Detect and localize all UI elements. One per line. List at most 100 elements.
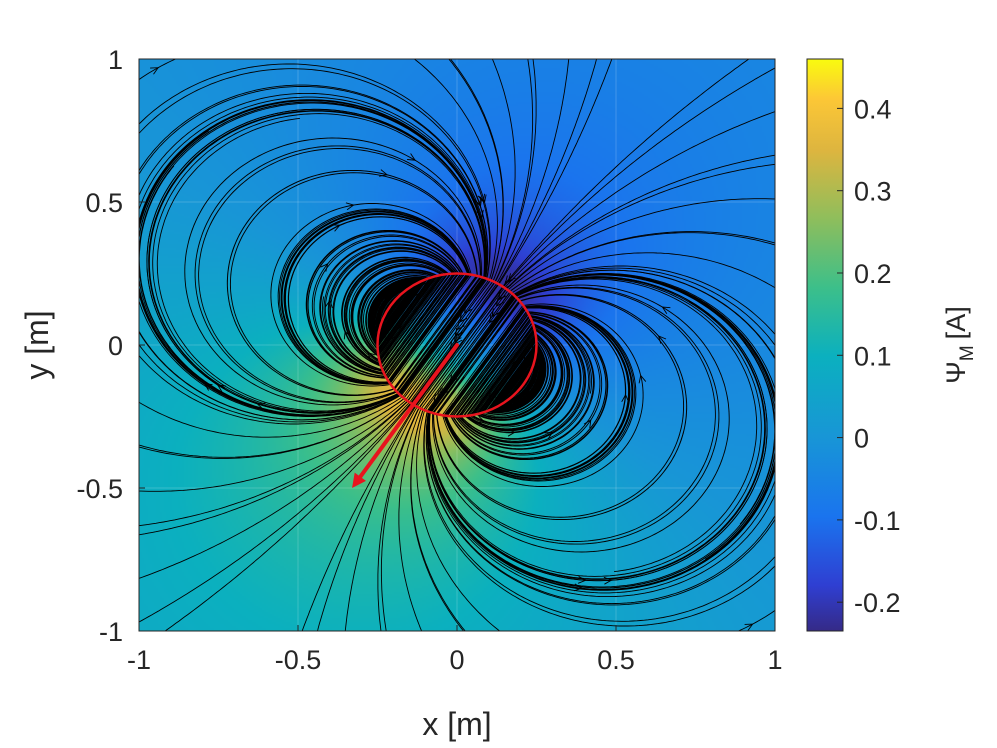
- streamline-16: [164, 59, 613, 631]
- arrow-shaft: [358, 343, 459, 479]
- x-axis-ticks: -1 -0.5 0 0.5 1: [127, 625, 783, 675]
- streamline-42: [139, 59, 504, 459]
- colorbar-tick-label-2: 0: [854, 424, 869, 454]
- streamline-39: [425, 269, 775, 606]
- streamline-arrowhead-3: [411, 289, 420, 298]
- streamline-arrowhead-46: [477, 193, 486, 203]
- streamline-58: [139, 63, 491, 423]
- streamline-38: [139, 59, 537, 536]
- colorbar-label-subscript: M: [957, 345, 978, 361]
- streamline-arrowhead-26: [544, 431, 554, 440]
- colorbar: -0.2 -0.1 0 0.1 0.2 0.3 0.4 ΨM [A]: [806, 58, 978, 632]
- x-axis-label: x [m]: [422, 706, 491, 742]
- streamline-35: [737, 609, 775, 631]
- streamline-60: [139, 59, 177, 81]
- streamline-9: [277, 208, 471, 385]
- streamline-arrowhead-28: [476, 415, 486, 424]
- y-tick-label-0: -1: [99, 617, 123, 647]
- colorbar-tick-label-6: 0.4: [854, 94, 892, 124]
- streamline-arrowhead-56: [474, 198, 483, 208]
- streamline-47: [426, 273, 775, 598]
- arrow-head: [352, 472, 366, 488]
- streamlines: [139, 59, 775, 631]
- streamline-46: [139, 68, 491, 425]
- streamline-arrowhead-51: [488, 314, 497, 324]
- streamline-arrowhead-54: [203, 382, 213, 391]
- streamline-61: [316, 67, 775, 631]
- streamline-7: [319, 240, 460, 375]
- colorbar-tick-label-3: 0.1: [854, 341, 892, 371]
- streamline-54: [139, 99, 487, 417]
- streamline-40: [139, 59, 516, 492]
- streamline-arrowhead-24: [621, 393, 630, 403]
- streamline-arrowhead-47: [449, 374, 458, 384]
- streamline-33: [497, 353, 540, 408]
- x-tick-label-0: -1: [127, 645, 151, 675]
- streamline-25: [449, 311, 609, 461]
- streamline-arrowhead-45: [577, 576, 587, 584]
- streamline-arrowhead-61: [507, 273, 516, 282]
- y-tick-label-1: -0.5: [76, 474, 123, 504]
- y-tick-label-4: 1: [108, 45, 123, 75]
- streamline-59: [344, 111, 775, 631]
- streamline-53: [410, 231, 775, 631]
- streamline-arrowhead-10: [345, 202, 355, 211]
- colorbar-label-symbol: Ψ: [941, 361, 971, 384]
- streamline-56: [139, 84, 489, 421]
- streamline-arrowhead-35: [744, 623, 754, 631]
- y-tick-label-3: 0.5: [85, 188, 123, 218]
- streamline-12: [184, 137, 482, 406]
- x-tick-label-3: 0.5: [597, 645, 635, 675]
- streamline-51: [416, 252, 775, 631]
- streamline-17: [301, 59, 750, 631]
- y-axis-label: y [m]: [19, 310, 55, 379]
- streamline-arrowhead-21: [661, 306, 671, 314]
- streamline-21: [432, 284, 730, 553]
- colorbar-label-unit: [A]: [941, 306, 971, 339]
- streamline-arrowhead-58: [479, 194, 487, 204]
- streamline-arrowhead-11: [379, 169, 389, 177]
- x-tick-label-4: 1: [767, 645, 782, 675]
- streamline-arrowhead-27: [507, 428, 516, 437]
- plot-area: [138, 58, 776, 632]
- streamline-22: [436, 293, 688, 521]
- colorbar-tick-label-4: 0.2: [854, 259, 892, 289]
- streamline-11: [226, 169, 478, 397]
- magnet-circle: [376, 272, 538, 418]
- colorbar-tick-label-5: 0.3: [854, 177, 892, 207]
- streamline-arrowhead-23: [638, 374, 647, 384]
- streamline-49: [423, 265, 775, 622]
- magnetization-arrow: [352, 343, 459, 488]
- streamline-arrowhead-12: [407, 153, 416, 161]
- streamline-24: [443, 305, 637, 482]
- streamline-arrowhead-4: [386, 332, 395, 342]
- streamline-36: [139, 59, 570, 579]
- y-axis-ticks: -1 -0.5 0 0.5 1: [76, 45, 145, 647]
- streamline-arrowhead-60: [150, 67, 160, 75]
- streamline-27: [463, 322, 573, 434]
- colorbar-ticks: -0.2 -0.1 0 0.1 0.2 0.3 0.4: [837, 94, 901, 618]
- streamline-arrowhead-22: [657, 335, 667, 344]
- x-tick-label-1: -0.5: [275, 645, 322, 675]
- streamline-4: [352, 265, 441, 360]
- y-tick-label-2: 0: [108, 331, 123, 361]
- streamline-29: [473, 330, 562, 425]
- colorbar-tick-label-1: -0.1: [854, 506, 901, 536]
- streamline-26: [454, 315, 595, 450]
- colorbar-gradient: [806, 58, 844, 632]
- streamline-10: [270, 203, 472, 387]
- streamline-arrowhead-6: [343, 330, 352, 340]
- streamline-6: [341, 256, 451, 368]
- x-tick-label-2: 0: [449, 645, 464, 675]
- streamline-37: [423, 267, 775, 627]
- streamline-44: [139, 59, 498, 438]
- streamline-8: [305, 229, 465, 379]
- streamline-28: [470, 328, 564, 426]
- streamline-55: [398, 198, 775, 631]
- streamline-arrowhead-42: [459, 314, 468, 323]
- streamline-arrowhead-8: [320, 262, 329, 272]
- streamline-57: [377, 154, 775, 631]
- streamline-arrowhead-25: [583, 419, 592, 429]
- streamline-arrowhead-7: [325, 299, 333, 309]
